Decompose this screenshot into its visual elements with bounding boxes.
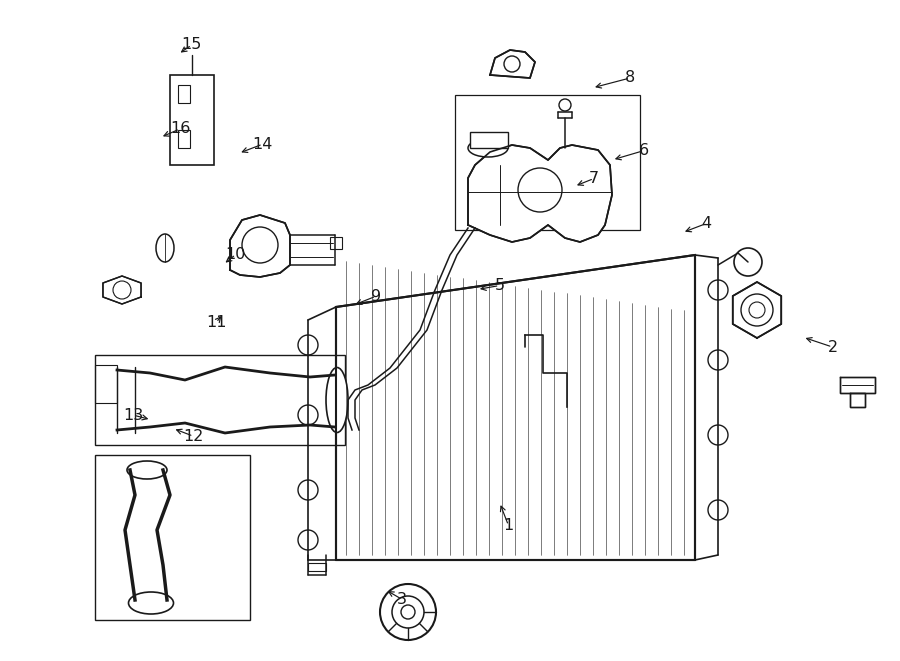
Polygon shape <box>840 377 875 393</box>
Polygon shape <box>850 393 865 407</box>
Circle shape <box>380 584 436 640</box>
Ellipse shape <box>326 368 348 432</box>
Bar <box>470 132 508 148</box>
Polygon shape <box>230 215 290 277</box>
Bar <box>95 365 117 403</box>
Text: 2: 2 <box>827 340 838 354</box>
Polygon shape <box>733 282 781 338</box>
Text: 11: 11 <box>206 315 226 330</box>
Text: 7: 7 <box>589 171 599 186</box>
Ellipse shape <box>127 461 167 479</box>
Polygon shape <box>336 255 695 560</box>
Polygon shape <box>490 50 535 78</box>
Text: 14: 14 <box>253 137 273 151</box>
Bar <box>95 355 345 445</box>
Text: 12: 12 <box>184 429 203 444</box>
Bar <box>178 130 190 148</box>
Bar <box>455 95 640 230</box>
Text: 3: 3 <box>397 592 408 607</box>
Text: 6: 6 <box>638 143 649 158</box>
Bar <box>170 75 214 165</box>
Text: 16: 16 <box>170 122 190 136</box>
Text: 5: 5 <box>494 278 505 293</box>
Text: 4: 4 <box>701 216 712 231</box>
Bar <box>308 563 326 571</box>
Text: 13: 13 <box>123 408 143 422</box>
Bar <box>330 237 342 249</box>
Ellipse shape <box>129 592 174 614</box>
Ellipse shape <box>468 139 508 157</box>
Ellipse shape <box>156 234 174 262</box>
Text: 15: 15 <box>182 38 202 52</box>
Text: 1: 1 <box>503 518 514 533</box>
Text: 8: 8 <box>625 71 635 85</box>
Bar <box>178 85 190 103</box>
Text: 10: 10 <box>226 247 246 262</box>
Polygon shape <box>103 276 141 304</box>
Polygon shape <box>468 145 612 242</box>
Text: 9: 9 <box>371 289 382 303</box>
Bar <box>95 455 250 620</box>
